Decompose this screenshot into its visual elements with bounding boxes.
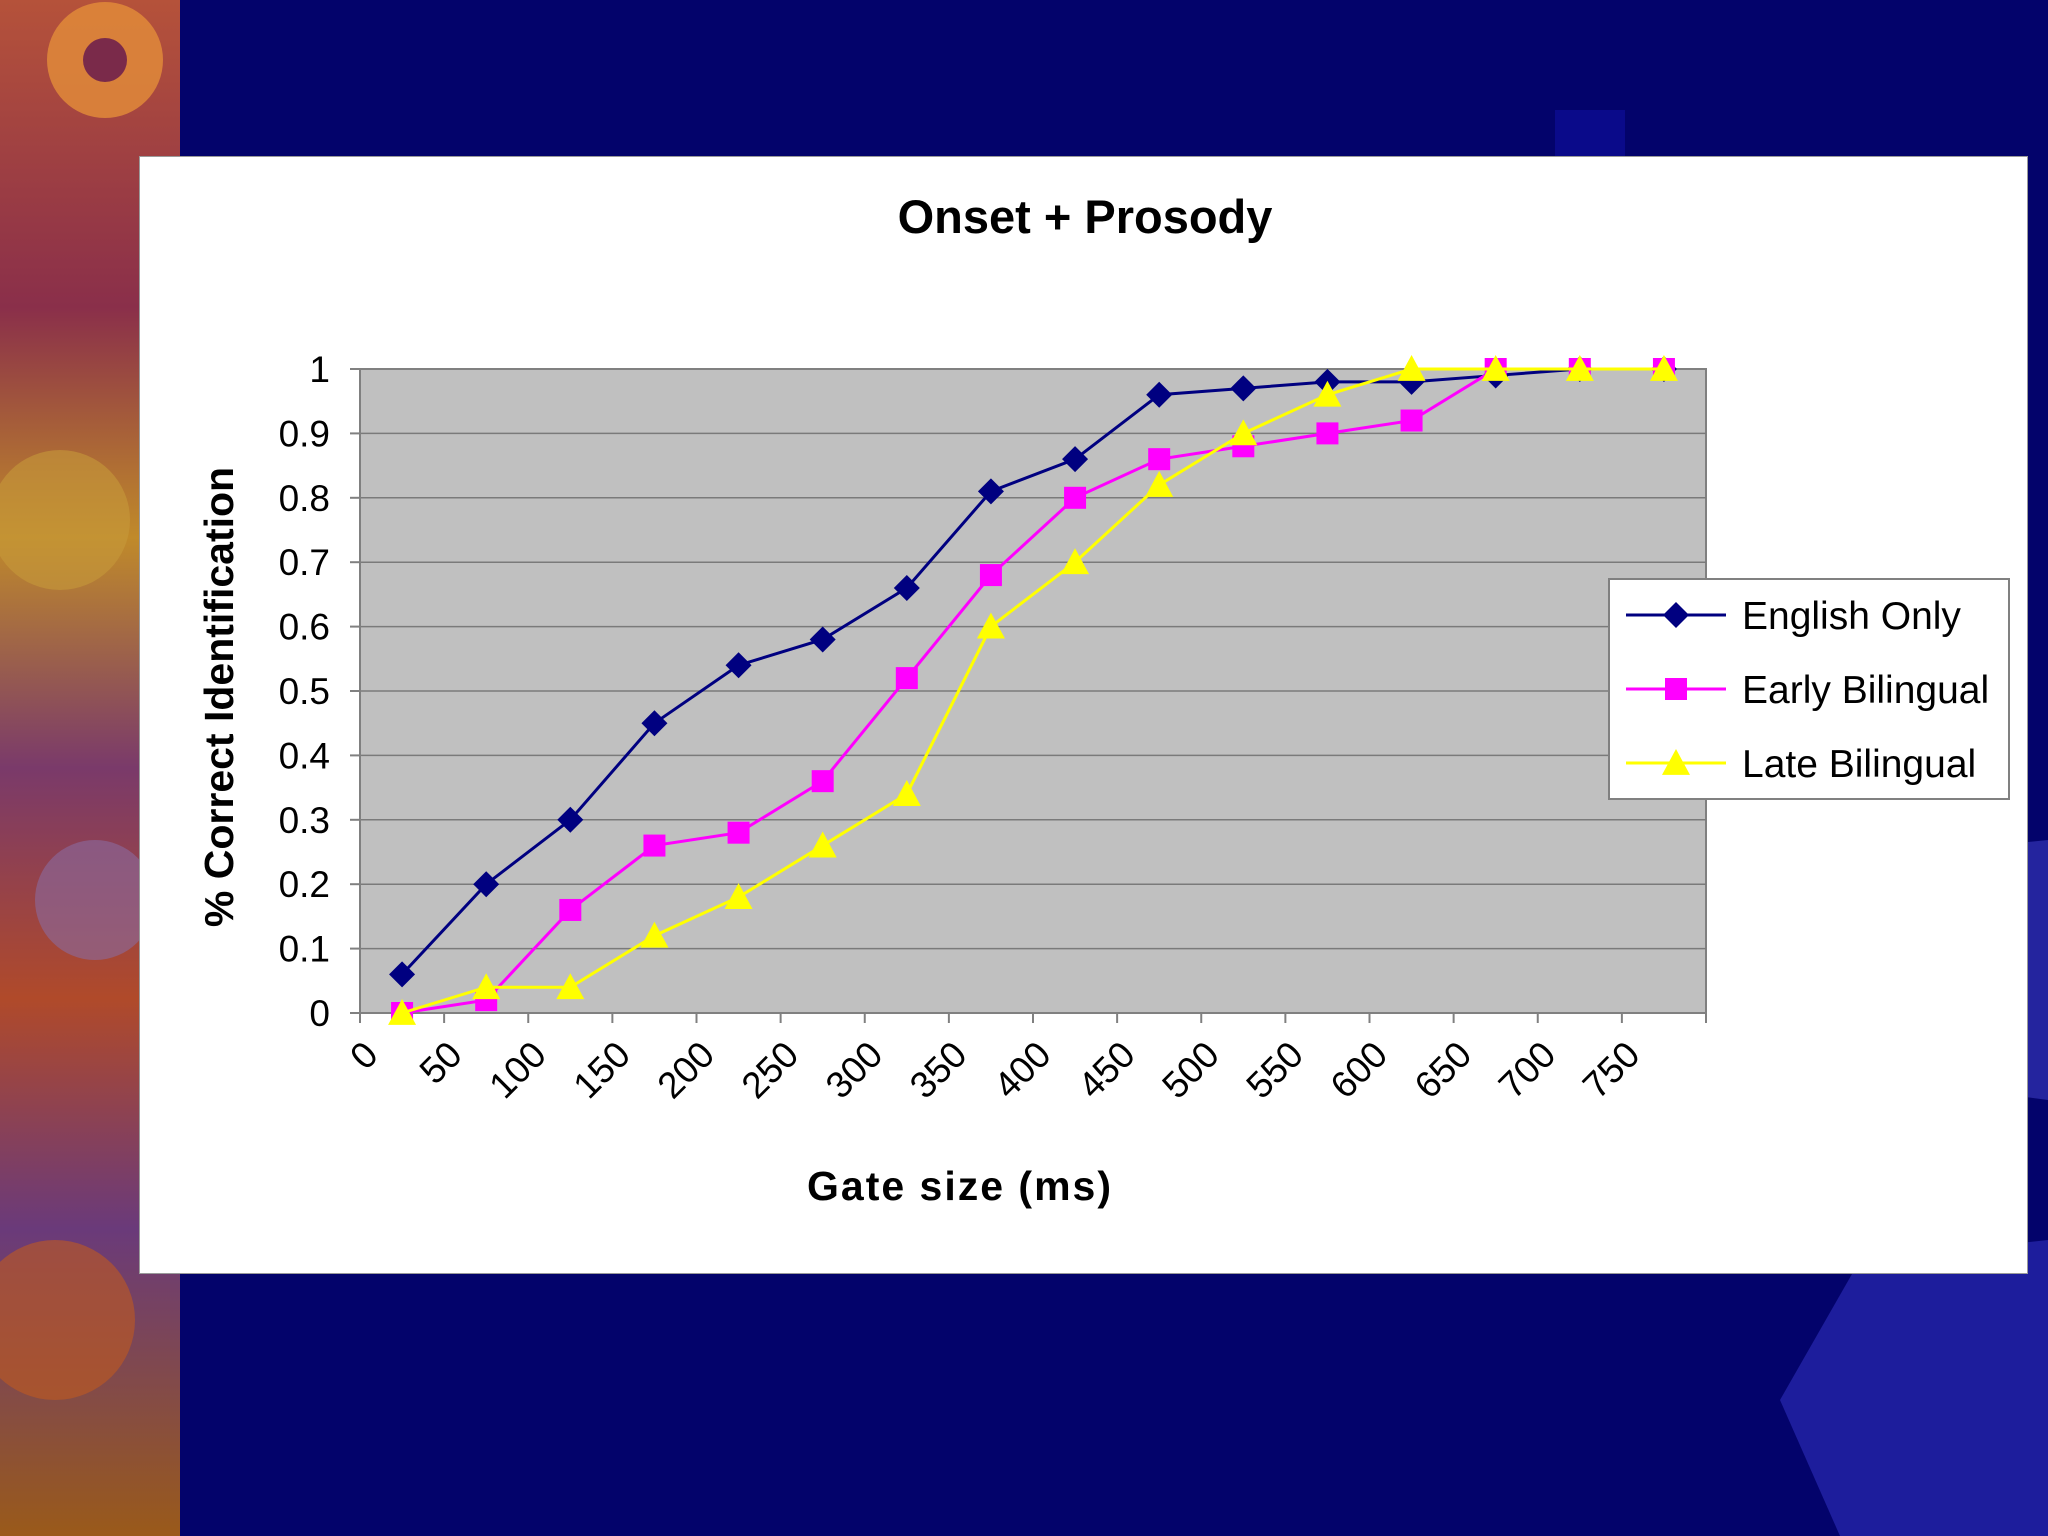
- y-tick-label: 0: [309, 993, 330, 1034]
- legend-item: Late Bilingual: [1626, 743, 1976, 786]
- data-point: [473, 871, 500, 898]
- x-tick-label: 450: [1070, 1034, 1143, 1107]
- series-layer: [388, 355, 1678, 1025]
- data-point: [472, 973, 501, 1000]
- y-tick-label: 0.2: [279, 864, 330, 905]
- x-tick-label: 400: [986, 1034, 1059, 1107]
- y-tick-label: 0.3: [279, 800, 330, 841]
- y-tick-label: 0.5: [279, 671, 330, 712]
- data-point: [1649, 355, 1678, 381]
- y-axis-title: % Correct Identification: [196, 467, 242, 927]
- y-axis-ticks: 0 0.1 0.2 0.3 0.4 0.5 0.6 0.7 0.8 0.9 1: [279, 349, 360, 1034]
- x-tick-label: 750: [1575, 1034, 1648, 1107]
- data-point: [727, 821, 750, 844]
- y-tick-label: 0.9: [279, 413, 330, 454]
- chart-panel: 0 0.1 0.2 0.3 0.4 0.5 0.6 0.7 0.8 0.9 1 0 50 100 150 2…: [139, 156, 2028, 1274]
- legend-marker: [1665, 678, 1687, 700]
- legend-items: English Only Early Bilingual Late Bilingua…: [1626, 595, 1989, 786]
- data-point: [892, 780, 921, 806]
- legend-marker: [1663, 602, 1689, 628]
- legend-item: Early Bilingual: [1626, 669, 1989, 712]
- y-tick-label: 0.6: [279, 607, 330, 648]
- series-late-bilingual: [388, 355, 1678, 1025]
- x-tick-label: 650: [1407, 1034, 1480, 1107]
- data-point: [979, 564, 1002, 587]
- data-point: [1397, 355, 1426, 381]
- y-tick-label: 1: [309, 349, 330, 390]
- data-point: [559, 898, 582, 921]
- y-tick-label: 0.7: [279, 542, 330, 583]
- x-tick-label: 100: [481, 1034, 554, 1107]
- data-point: [1481, 355, 1510, 381]
- legend-label: English Only: [1742, 595, 1961, 638]
- x-tick-label: 50: [412, 1034, 470, 1092]
- legend-label: Late Bilingual: [1742, 743, 1976, 786]
- data-point: [1148, 448, 1171, 471]
- data-point: [1062, 446, 1089, 473]
- x-tick-label: 700: [1491, 1034, 1564, 1107]
- x-axis-title: Gate size (ms): [807, 1163, 1113, 1209]
- data-point: [1230, 375, 1257, 402]
- data-point: [811, 770, 834, 793]
- series-line: [400, 367, 1664, 976]
- data-point: [1146, 381, 1173, 408]
- data-point: [1145, 470, 1174, 497]
- chart-title: Onset + Prosody: [898, 190, 1273, 243]
- legend-item: English Only: [1626, 595, 1961, 638]
- x-tick-label: 300: [818, 1034, 891, 1107]
- data-point: [557, 806, 584, 833]
- data-point: [1565, 355, 1594, 381]
- legend: English Only Early Bilingual Late Bilingua…: [1608, 578, 2010, 800]
- data-point: [643, 834, 666, 857]
- data-point: [640, 921, 669, 948]
- data-point: [976, 612, 1005, 639]
- data-point: [725, 652, 752, 679]
- x-tick-label: 150: [565, 1034, 638, 1107]
- data-point: [556, 973, 585, 1000]
- x-tick-label: 500: [1154, 1034, 1227, 1107]
- x-tick-label: 350: [902, 1034, 975, 1107]
- data-point: [977, 478, 1004, 505]
- y-tick-label: 0.4: [279, 735, 330, 776]
- data-point: [1061, 548, 1090, 575]
- data-point: [893, 574, 920, 601]
- series-line: [401, 367, 1664, 1015]
- data-point: [724, 883, 753, 909]
- y-tick-label: 0.1: [279, 929, 330, 970]
- legend-marker: [1662, 749, 1690, 775]
- data-point: [1313, 380, 1342, 407]
- gridlines: [360, 432, 1706, 950]
- data-point: [388, 999, 417, 1025]
- y-tick-label: 0.8: [279, 478, 330, 519]
- data-point: [389, 961, 416, 988]
- legend-label: Early Bilingual: [1742, 669, 1989, 712]
- x-tick-label: 250: [734, 1034, 807, 1107]
- x-tick-label: 200: [650, 1034, 723, 1107]
- x-tick-label: 550: [1238, 1034, 1311, 1107]
- data-point: [1229, 419, 1258, 446]
- series-line: [401, 367, 1664, 1015]
- x-tick-label: 600: [1323, 1034, 1396, 1107]
- data-point: [1064, 486, 1087, 509]
- x-tick-label: 0: [342, 1034, 386, 1078]
- data-point: [1400, 409, 1423, 432]
- data-point: [895, 667, 918, 690]
- data-point: [809, 626, 836, 653]
- chart-svg: 00.10.20.30.40.50.60.70.80.91 0 50 100 150 2…: [196, 190, 2010, 1209]
- data-point: [641, 710, 668, 737]
- x-axis-ticks: 0 50 100 150 200 250 300 350 400 450 500 550 600 650 7…: [342, 1013, 1707, 1107]
- data-point: [808, 831, 837, 858]
- data-point: [1316, 422, 1339, 445]
